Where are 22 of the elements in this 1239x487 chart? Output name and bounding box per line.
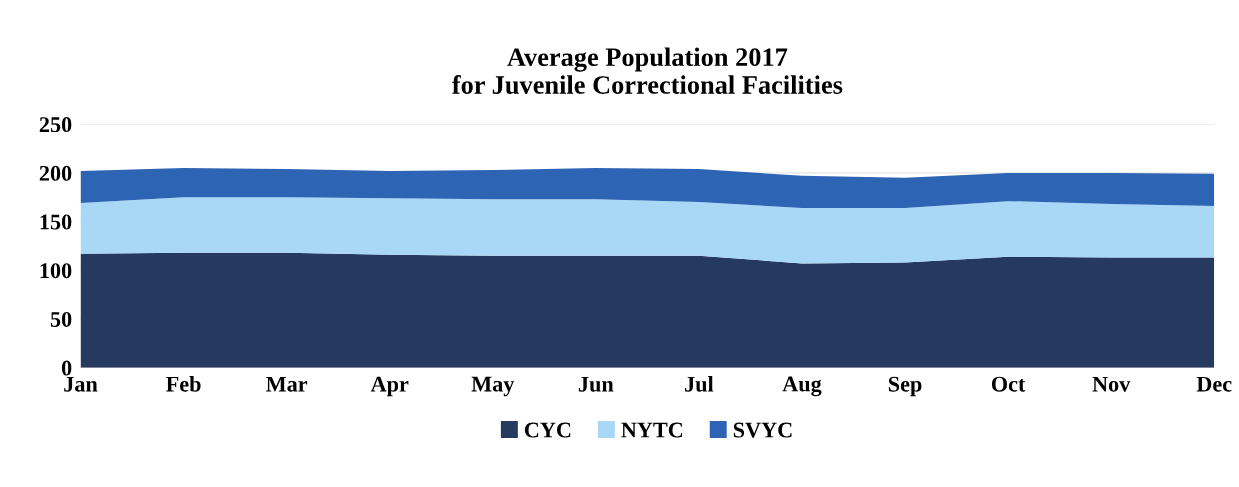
y-tick-label: 0: [61, 360, 72, 376]
x-tick-label: Jul: [685, 376, 714, 392]
x-tick-label: Jun: [578, 376, 614, 392]
legend-label: NYTC: [621, 422, 683, 438]
y-tick-label: 250: [39, 117, 72, 133]
y-tick-label: 100: [40, 263, 72, 279]
legend-label: CYC: [524, 422, 571, 438]
x-tick-label: Jan: [64, 376, 98, 392]
x-tick-label: Oct: [991, 376, 1026, 392]
x-tick-label: Mar: [266, 376, 308, 392]
chart-title: Average Population 2017 for Juvenile Correctional Facilities: [452, 47, 843, 94]
x-tick-label: Nov: [1092, 376, 1131, 392]
legend-label: SVYC: [733, 422, 792, 438]
x-tick-label: Apr: [370, 376, 409, 397]
x-tick-label: Dec: [1196, 376, 1232, 392]
y-tick-label: 50: [50, 311, 72, 327]
x-tick-label: Aug: [782, 376, 822, 397]
x-tick-label: Sep: [888, 376, 922, 397]
y-tick-label: 150: [40, 214, 72, 230]
x-tick-label: Feb: [166, 376, 201, 392]
y-tick-label: 200: [39, 165, 72, 181]
x-tick-label: May: [471, 376, 515, 397]
